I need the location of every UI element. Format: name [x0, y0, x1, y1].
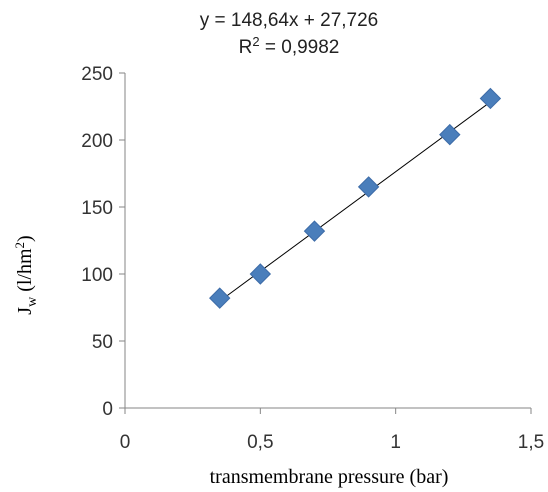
- data-points: [209, 87, 502, 309]
- axes: [124, 73, 531, 409]
- r-squared-label: R2 = 0,9982: [239, 34, 340, 58]
- data-point: [439, 123, 461, 146]
- y-tick-label: 100: [81, 265, 113, 286]
- y-tick-label: 200: [81, 131, 113, 152]
- x-tick-label: 1: [390, 432, 401, 453]
- y-tick-label: 0: [102, 399, 113, 420]
- y-axis-ticks: 0 50 100 150 200 250: [81, 64, 125, 420]
- x-axis-ticks: 0 0,5 1 1,5: [120, 408, 544, 453]
- trendline-equation: y = 148,64x + 27,726: [200, 10, 379, 31]
- data-point: [249, 263, 272, 285]
- data-point: [209, 287, 231, 309]
- data-point: [357, 176, 380, 198]
- x-tick-label: 0: [120, 432, 131, 453]
- x-tick-label: 1,5: [518, 432, 544, 453]
- x-tick-label: 0,5: [247, 432, 273, 453]
- data-point: [479, 87, 502, 110]
- y-axis-title: Jw (l/hm2): [12, 235, 40, 314]
- data-point: [303, 220, 326, 242]
- y-tick-label: 50: [92, 332, 113, 353]
- x-axis-title: transmembrane pressure (bar): [210, 466, 449, 488]
- y-tick-label: 250: [81, 64, 113, 85]
- y-tick-label: 150: [81, 198, 113, 219]
